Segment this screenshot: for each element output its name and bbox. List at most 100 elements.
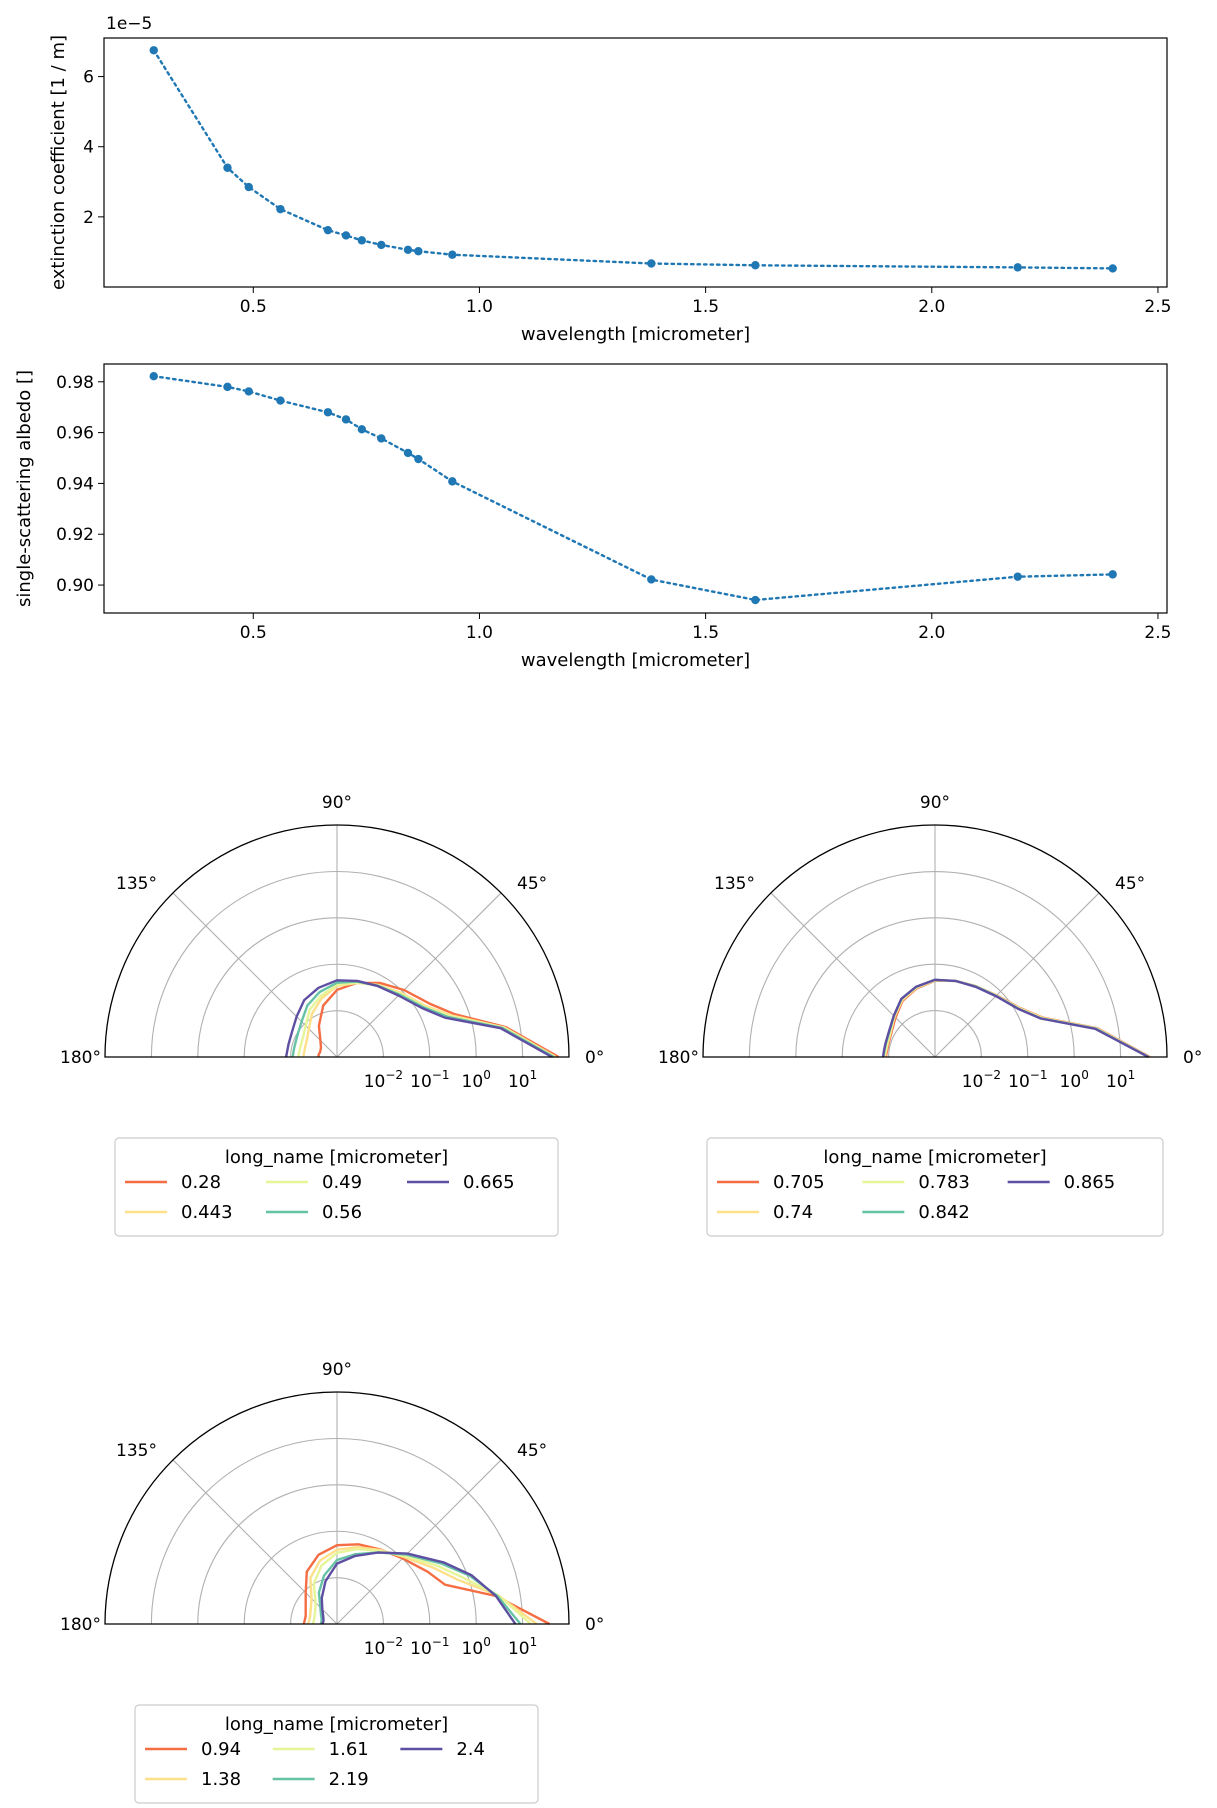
data-point [647,575,656,584]
theta-tick-label: 90° [920,793,950,813]
legend: long_name [micrometer] 0.705 0.74 0.783 0.84… [706,1137,1164,1237]
theta-tick-label: 180° [658,1048,699,1068]
r-tick-base: 10 [508,1072,530,1092]
r-tick-base: 10 [410,1072,432,1092]
phase-curve-0.28 [317,981,560,1059]
data-point [403,448,413,458]
legend-entry: 2.4 [456,1739,485,1760]
x-tick-label: 1.5 [692,297,719,317]
data-point [414,247,423,256]
data-point [751,595,760,605]
data-point [149,46,158,55]
r-tick-base: 10 [410,1639,432,1659]
y-tick-label: 4 [83,138,94,158]
data-point [403,245,413,255]
phase-curve-0.865 [881,978,1150,1059]
r-tick-base: 10 [462,1072,484,1092]
r-tick-label: 10−2 [364,1068,403,1092]
phase-curve-0.49 [297,981,556,1059]
data-point [1013,572,1022,581]
x-tick-label: 2.0 [918,623,945,643]
r-tick-exponent: 1 [530,1635,538,1649]
polar-chart-1: 0°45°90°135°180°10−2 10−1 100 101long_name … [60,793,604,1237]
x-tick-label: 1.0 [466,297,493,317]
r-tick-exponent: −1 [1030,1068,1048,1082]
data-point [751,261,760,270]
r-tick-label: 100 [462,1635,491,1659]
r-tick-base: 10 [508,1639,530,1659]
r-tick-label: 10−1 [410,1635,449,1659]
data-point [647,259,656,268]
data-point [244,182,253,192]
y-tick-label: 0.96 [56,424,94,444]
theta-tick-label: 135° [714,874,755,894]
r-tick-exponent: 0 [483,1635,491,1649]
theta-tick-label: 0° [585,1048,604,1068]
legend-box [114,1137,559,1237]
x-axis-label: wavelength [micrometer] [521,324,750,345]
x-tick-label: 2.5 [1144,623,1171,643]
data-point [377,240,386,250]
r-tick-base: 10 [1060,1072,1082,1092]
x-tick-label: 1.0 [466,623,493,643]
r-tick-exponent: 0 [483,1068,491,1082]
plot-frame [103,37,1168,288]
r-tick-base: 10 [364,1072,386,1092]
legend: long_name [micrometer]0.28 0.443 0.49 0.56 0… [114,1137,559,1237]
r-tick-label: 100 [462,1068,491,1092]
r-tick-exponent: 1 [530,1068,538,1082]
r-tick-base: 10 [962,1072,984,1092]
phase-curve-0.665 [284,979,553,1059]
data-point [323,408,333,417]
legend-title: long_name [micrometer] [823,1147,1046,1168]
legend-entry: 0.783 [918,1172,970,1193]
theta-tick-label: 0° [585,1615,604,1635]
data-point [357,236,367,245]
phase-curve-1.61 [311,1547,532,1625]
r-tick-label: 100 [1060,1068,1089,1092]
r-tick-label: 101 [1106,1068,1135,1092]
legend-entry: 0.443 [181,1202,233,1223]
line-chart-2: 0.5 1.0 1.5 2.0 2.5 0.90 0.92 0.94 0.96 0.98 wavel… [14,363,1171,671]
x-tick-label: 1.5 [692,623,719,643]
theta-tick-label: 45° [517,874,547,894]
plot-frame [103,363,1168,614]
y-offset-label: 1e−5 [106,14,152,34]
y-tick-label: 6 [83,68,94,88]
r-tick-exponent: −2 [983,1068,1001,1082]
theta-tick-label: 45° [1115,874,1145,894]
theta-tick-label: 180° [60,1615,101,1635]
data-point [223,382,232,392]
data-point [341,231,351,240]
polar-frame [702,824,1168,1058]
phase-curve-2.4 [320,1551,517,1625]
y-tick-label: 0.98 [56,373,94,393]
legend-entry: 0.842 [918,1202,970,1223]
data-point [357,425,367,434]
data-point [149,371,158,381]
theta-tick-label: 90° [322,793,352,813]
r-tick-base: 10 [1008,1072,1030,1092]
x-axis-label: wavelength [micrometer] [521,650,750,671]
y-axis-label: single-scattering albedo [] [14,370,35,607]
legend-box [134,1704,539,1804]
theta-tick-label: 45° [517,1441,547,1461]
data-point [341,415,351,424]
y-tick-label: 0.90 [56,576,94,596]
phase-curve-2.19 [317,1551,522,1625]
x-tick-label: 2.5 [1144,297,1171,317]
theta-grid-line [934,892,1100,1058]
data-point [244,387,253,396]
theta-grid-line [770,892,936,1058]
data-point [276,204,285,214]
phase-curve-0.74 [883,979,1151,1059]
data-point [1108,570,1117,579]
legend-entry: 1.38 [201,1769,241,1790]
legend-entry: 0.94 [201,1739,241,1760]
r-tick-label: 10−1 [410,1068,449,1092]
r-tick-label: 101 [508,1635,537,1659]
legend-entry: 0.665 [463,1172,515,1193]
r-tick-base: 10 [462,1639,484,1659]
legend-box [706,1137,1164,1237]
